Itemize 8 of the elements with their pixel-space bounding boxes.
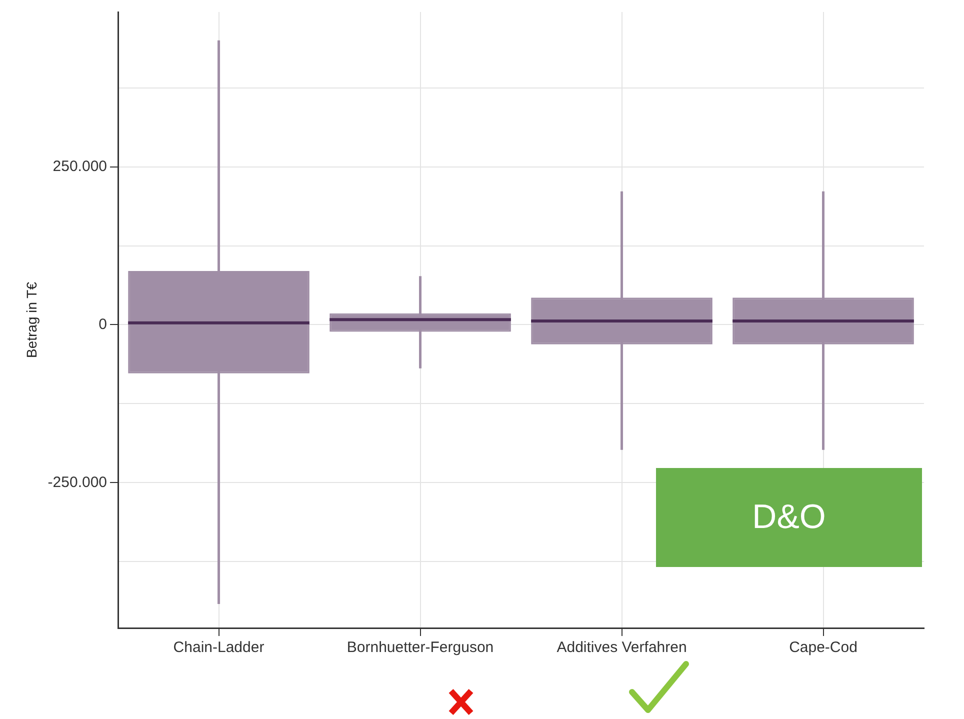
x-tick-label: Chain-Ladder bbox=[173, 639, 264, 656]
x-tick-label: Additives Verfahren bbox=[556, 639, 687, 656]
y-tick-label: 0 bbox=[98, 316, 108, 333]
x-tick-label: Cape-Cod bbox=[789, 639, 858, 656]
y-axis-title: Betrag in T€ bbox=[23, 282, 40, 358]
y-tick-label: 250.000 bbox=[52, 158, 108, 175]
x-tick-label: Bornhuetter-Ferguson bbox=[346, 639, 494, 656]
y-tick-label: -250.000 bbox=[48, 474, 108, 491]
